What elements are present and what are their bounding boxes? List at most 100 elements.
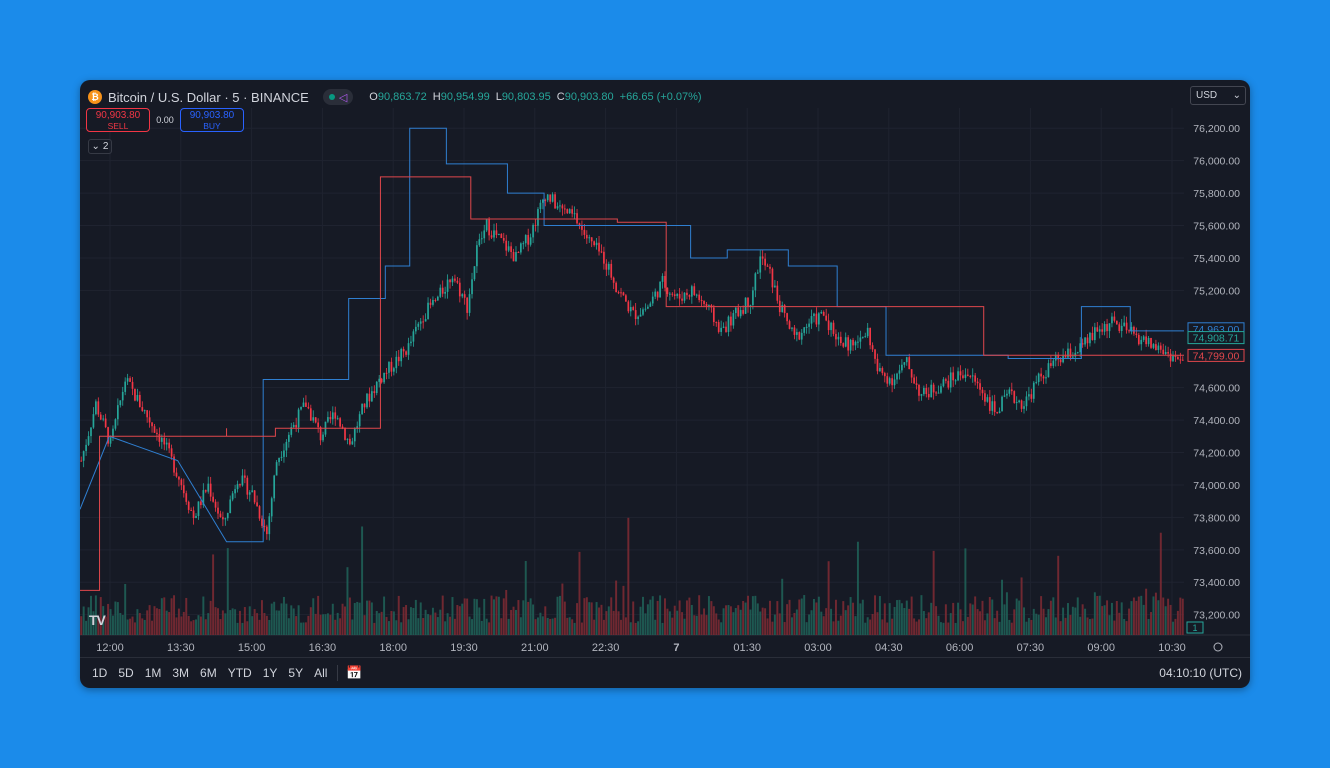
candle-body (822, 311, 825, 316)
status-pill[interactable]: ◁ (322, 89, 354, 105)
volume-bar (1115, 601, 1118, 635)
range-button-1m[interactable]: 1M (144, 666, 162, 680)
volume-bar (290, 605, 293, 635)
candle-body (783, 305, 786, 314)
volume-bar (282, 596, 285, 635)
volume-bar (1157, 600, 1160, 635)
volume-bar (810, 610, 813, 635)
candle-body (1150, 337, 1152, 348)
volume-bar (754, 595, 757, 635)
calendar-goto-icon[interactable]: 📅 (346, 665, 363, 680)
volume-bar (143, 619, 146, 635)
volume-bar (612, 610, 615, 635)
volume-bar (817, 596, 820, 635)
volume-bar (517, 600, 520, 635)
candle-body (1054, 354, 1057, 361)
candle-body (153, 426, 156, 433)
volume-bar (602, 619, 605, 635)
candle-body (808, 323, 810, 327)
volume-bar (900, 603, 903, 635)
candle-body (353, 428, 356, 442)
clock[interactable]: 04:10:10 (UTC) (1159, 666, 1242, 680)
sell-button[interactable]: 90,903.80 SELL (86, 108, 150, 132)
candle-body (734, 307, 737, 314)
candle-body (422, 321, 425, 323)
volume-bar (141, 618, 144, 635)
volume-bar (969, 603, 972, 635)
volume-bar (634, 622, 637, 635)
candle-body (231, 493, 234, 500)
candle-body (781, 305, 784, 313)
candle-body (712, 307, 715, 323)
candle-body (720, 327, 723, 332)
price-chart[interactable]: 76,200.00 76,000.00 75,800.00 75,600.00 75,4… (80, 80, 1250, 658)
candle-body (280, 456, 283, 458)
candle-body (554, 194, 556, 209)
volume-bar (1130, 601, 1133, 635)
candle-body (285, 441, 288, 451)
volume-bar (930, 602, 933, 635)
candle-body (551, 194, 554, 202)
volume-bar (273, 601, 276, 635)
range-button-1d[interactable]: 1D (92, 666, 108, 680)
candle-body (346, 438, 349, 440)
candle-body (163, 437, 166, 445)
candle-body (182, 485, 185, 494)
range-button-all[interactable]: All (314, 666, 328, 680)
range-button-ytd[interactable]: YTD (227, 666, 252, 680)
volume-bar (412, 607, 415, 635)
range-button-3m[interactable]: 3M (172, 666, 190, 680)
volume-bar (1179, 597, 1182, 635)
volume-bar (676, 610, 679, 635)
volume-bar (466, 598, 469, 635)
volume-bar (153, 606, 156, 635)
volume-bar (685, 600, 688, 635)
chevron-down-icon: ⌄ (91, 141, 100, 152)
candle-body (322, 434, 324, 441)
currency-select[interactable]: USD ⌄ (1190, 86, 1246, 105)
volume-bar (439, 609, 442, 635)
volume-bar (842, 601, 845, 635)
range-button-5y[interactable]: 5Y (288, 666, 304, 680)
tradingview-logo[interactable]: TV (89, 612, 106, 628)
volume-bar (798, 599, 801, 635)
volume-bar (424, 609, 427, 635)
low-value: 90,803.95 (501, 91, 551, 103)
candle-body (664, 275, 666, 288)
volume-bar (1040, 596, 1043, 635)
candle-body (385, 372, 388, 374)
volume-bar (1042, 608, 1045, 635)
volume-bar (1142, 604, 1145, 635)
candle-body (141, 407, 144, 411)
candle-body (305, 402, 307, 407)
range-button-1y[interactable]: 1Y (262, 666, 278, 680)
candle-body (754, 273, 757, 291)
volume-bar (759, 611, 762, 635)
volume-bar (1008, 619, 1011, 635)
candle-body (1093, 327, 1096, 341)
candle-body (126, 378, 129, 382)
volume-bar (1120, 602, 1123, 635)
candle-body (730, 316, 732, 326)
indicators-collapse-button[interactable]: ⌄ 2 (88, 139, 112, 154)
volume-bar (1047, 609, 1050, 635)
buy-button[interactable]: 90,903.80 BUY (180, 108, 244, 132)
candle-body (686, 292, 688, 296)
range-button-6m[interactable]: 6M (200, 666, 217, 680)
volume-bar (1154, 592, 1157, 635)
range-button-5d[interactable]: 5D (118, 666, 134, 680)
volume-bar (986, 613, 989, 635)
volume-bar (177, 608, 180, 635)
volume-bar (268, 620, 271, 635)
volume-bar (795, 609, 798, 635)
symbol-title[interactable]: Bitcoin / U.S. Dollar · 5 · BINANCE (108, 89, 309, 105)
x-tick-label: 10:30 (1158, 642, 1186, 654)
candle-body (336, 418, 339, 420)
volume-bar (717, 619, 720, 635)
candle-body (236, 484, 239, 490)
volume-bar (1067, 603, 1069, 635)
volume-bar (1110, 602, 1113, 635)
volume-bar (737, 605, 740, 635)
candle-body (793, 327, 796, 335)
price-label-box (1187, 348, 1245, 362)
